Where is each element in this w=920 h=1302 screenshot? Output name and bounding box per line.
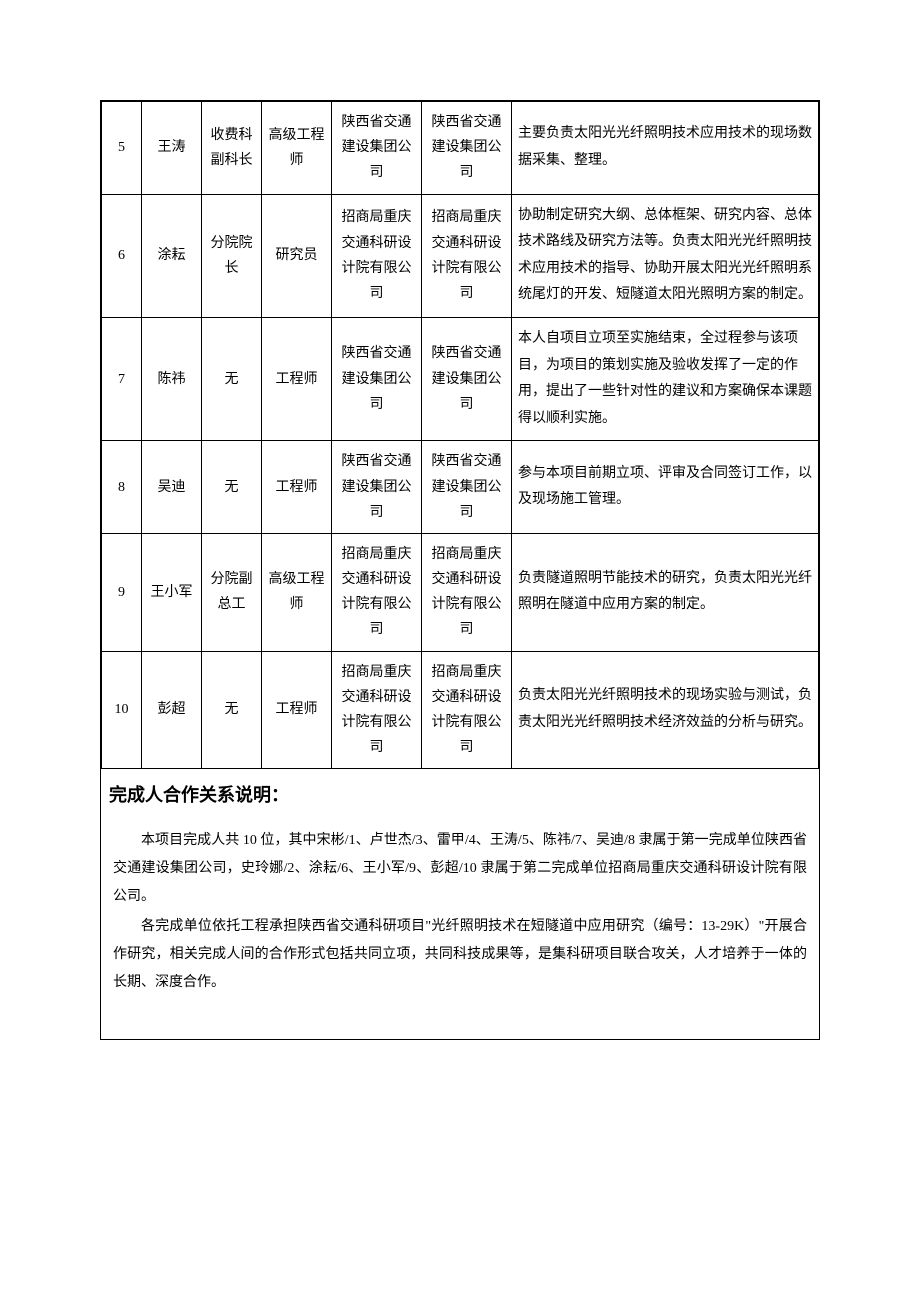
row-index: 10 — [102, 651, 142, 769]
person-name: 彭超 — [142, 651, 202, 769]
row-index: 6 — [102, 194, 142, 317]
unit-1: 陕西省交通建设集团公司 — [332, 102, 422, 195]
section-heading: 完成人合作关系说明： — [101, 769, 820, 819]
personnel-table: 5王涛收费科副科长高级工程师陕西省交通建设集团公司陕西省交通建设集团公司主要负责… — [101, 101, 819, 769]
description: 参与本项目前期立项、评审及合同签订工作，以及现场施工管理。 — [512, 441, 819, 534]
table-row: 9王小军分院副总工高级工程师招商局重庆交通科研设计院有限公司招商局重庆交通科研设… — [102, 533, 819, 651]
description: 负责太阳光光纤照明技术的现场实验与测试，负责太阳光光纤照明技术经济效益的分析与研… — [512, 651, 819, 769]
professional-title: 高级工程师 — [262, 102, 332, 195]
unit-2: 招商局重庆交通科研设计院有限公司 — [422, 533, 512, 651]
table-row: 8吴迪无工程师陕西省交通建设集团公司陕西省交通建设集团公司参与本项目前期立项、评… — [102, 441, 819, 534]
person-name: 王涛 — [142, 102, 202, 195]
unit-2: 陕西省交通建设集团公司 — [422, 441, 512, 534]
position: 无 — [202, 441, 262, 534]
professional-title: 工程师 — [262, 441, 332, 534]
unit-2: 招商局重庆交通科研设计院有限公司 — [422, 651, 512, 769]
unit-1: 招商局重庆交通科研设计院有限公司 — [332, 651, 422, 769]
row-index: 5 — [102, 102, 142, 195]
paragraph: 本项目完成人共 10 位，其中宋彬/1、卢世杰/3、雷甲/4、王涛/5、陈祎/7… — [113, 827, 807, 911]
unit-1: 招商局重庆交通科研设计院有限公司 — [332, 533, 422, 651]
table-row: 10彭超无工程师招商局重庆交通科研设计院有限公司招商局重庆交通科研设计院有限公司… — [102, 651, 819, 769]
position: 无 — [202, 651, 262, 769]
table-row: 7陈祎无工程师陕西省交通建设集团公司陕西省交通建设集团公司本人自项目立项至实施结… — [102, 317, 819, 440]
position: 无 — [202, 317, 262, 440]
row-index: 8 — [102, 441, 142, 534]
unit-2: 陕西省交通建设集团公司 — [422, 317, 512, 440]
unit-2: 陕西省交通建设集团公司 — [422, 102, 512, 195]
document-container: 5王涛收费科副科长高级工程师陕西省交通建设集团公司陕西省交通建设集团公司主要负责… — [100, 100, 820, 1040]
unit-2: 招商局重庆交通科研设计院有限公司 — [422, 194, 512, 317]
person-name: 吴迪 — [142, 441, 202, 534]
row-index: 7 — [102, 317, 142, 440]
professional-title: 高级工程师 — [262, 533, 332, 651]
professional-title: 工程师 — [262, 317, 332, 440]
position: 分院副总工 — [202, 533, 262, 651]
description: 负责隧道照明节能技术的研究，负责太阳光光纤照明在隧道中应用方案的制定。 — [512, 533, 819, 651]
paragraph: 各完成单位依托工程承担陕西省交通科研项目"光纤照明技术在短隧道中应用研究（编号：… — [113, 913, 807, 997]
position: 收费科副科长 — [202, 102, 262, 195]
description: 协助制定研究大纲、总体框架、研究内容、总体技术路线及研究方法等。负责太阳光光纤照… — [512, 194, 819, 317]
table-row: 6涂耘分院院长研究员招商局重庆交通科研设计院有限公司招商局重庆交通科研设计院有限… — [102, 194, 819, 317]
unit-1: 陕西省交通建设集团公司 — [332, 441, 422, 534]
professional-title: 工程师 — [262, 651, 332, 769]
person-name: 陈祎 — [142, 317, 202, 440]
row-index: 9 — [102, 533, 142, 651]
professional-title: 研究员 — [262, 194, 332, 317]
description: 本人自项目立项至实施结束，全过程参与该项目，为项目的策划实施及验收发挥了一定的作… — [512, 317, 819, 440]
table-row: 5王涛收费科副科长高级工程师陕西省交通建设集团公司陕西省交通建设集团公司主要负责… — [102, 102, 819, 195]
unit-1: 陕西省交通建设集团公司 — [332, 317, 422, 440]
description: 主要负责太阳光光纤照明技术应用技术的现场数据采集、整理。 — [512, 102, 819, 195]
position: 分院院长 — [202, 194, 262, 317]
unit-1: 招商局重庆交通科研设计院有限公司 — [332, 194, 422, 317]
person-name: 王小军 — [142, 533, 202, 651]
person-name: 涂耘 — [142, 194, 202, 317]
section-body: 本项目完成人共 10 位，其中宋彬/1、卢世杰/3、雷甲/4、王涛/5、陈祎/7… — [101, 819, 820, 1040]
